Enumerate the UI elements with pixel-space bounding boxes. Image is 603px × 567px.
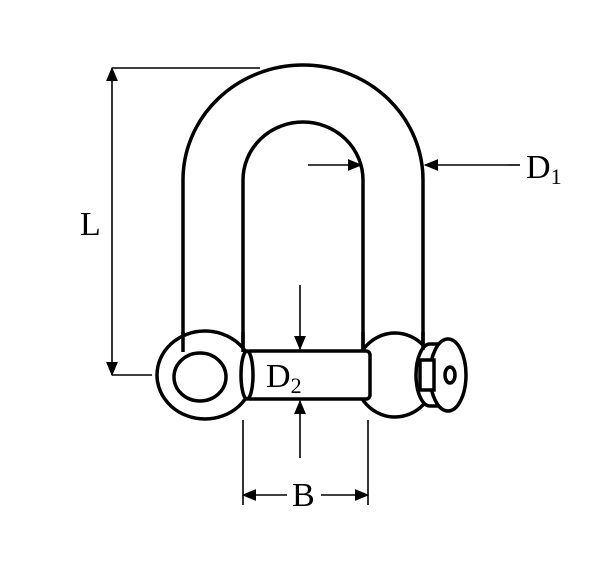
shackle-diagram: L D1 D2 B xyxy=(0,0,603,567)
label-L: L xyxy=(80,206,101,243)
label-B: B xyxy=(292,477,315,514)
shackle-left-eye xyxy=(157,331,253,419)
label-D1: D1 xyxy=(526,149,562,189)
shackle-body xyxy=(183,65,423,350)
